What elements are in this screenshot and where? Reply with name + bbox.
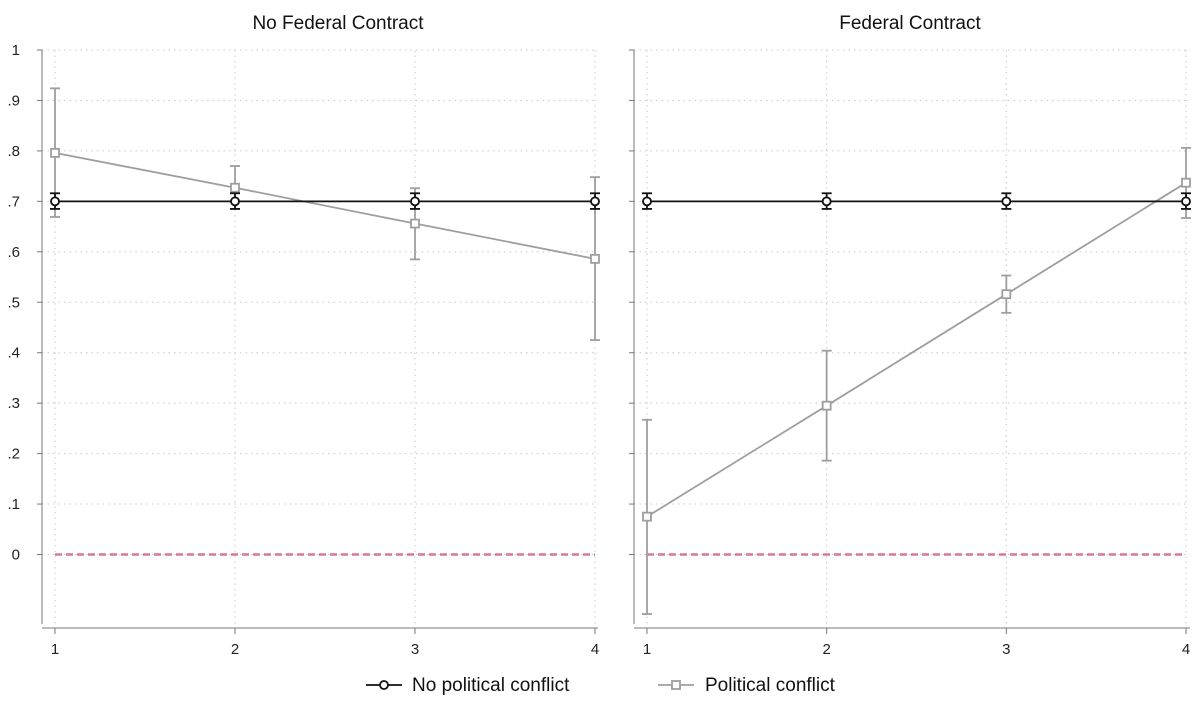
- legend-label: Political conflict: [705, 675, 836, 696]
- data-point-circle: [821, 196, 832, 207]
- series-line: [646, 181, 1187, 518]
- y-tick-label: .2: [7, 446, 20, 463]
- legend-marker-square: [671, 680, 681, 690]
- y-tick-label: .4: [7, 345, 20, 362]
- panel-title: Federal Contract: [839, 13, 981, 34]
- x-tick-label: 4: [1182, 641, 1190, 658]
- y-tick-label: 1: [12, 42, 20, 59]
- data-point-square: [410, 218, 420, 229]
- legend-marker-circle: [379, 680, 389, 690]
- x-tick-label: 3: [1002, 641, 1010, 658]
- data-point-circle: [642, 196, 652, 207]
- data-point-circle: [1001, 196, 1012, 207]
- y-tick-label: .3: [7, 395, 20, 412]
- data-point-circle: [50, 196, 60, 207]
- y-tick-label: .1: [7, 496, 20, 513]
- data-point-circle: [230, 196, 240, 207]
- data-point-square: [821, 400, 832, 411]
- y-tick-label: .6: [7, 244, 20, 261]
- data-point-square: [1181, 177, 1191, 188]
- panel-title: No Federal Contract: [252, 13, 424, 34]
- x-tick-label: 2: [822, 641, 830, 658]
- y-tick-label: .5: [7, 294, 20, 311]
- y-tick-label: .7: [7, 193, 20, 210]
- data-point-square: [230, 182, 240, 193]
- y-tick-label: 0: [12, 547, 20, 564]
- y-tick-label: .8: [7, 143, 20, 160]
- data-point-circle: [1181, 196, 1191, 207]
- x-tick-label: 4: [591, 641, 599, 658]
- legend-label: No political conflict: [412, 675, 570, 696]
- data-point-square: [50, 148, 60, 158]
- data-point-square: [1001, 289, 1012, 300]
- x-tick-label: 1: [51, 641, 59, 658]
- data-point-square: [642, 511, 652, 522]
- x-tick-label: 3: [411, 641, 419, 658]
- data-point-square: [590, 253, 600, 264]
- data-point-circle: [410, 196, 420, 207]
- y-tick-label: .9: [7, 92, 20, 109]
- series-line: [54, 152, 596, 260]
- x-tick-label: 1: [643, 641, 651, 658]
- data-point-circle: [590, 196, 600, 207]
- x-tick-label: 2: [231, 641, 239, 658]
